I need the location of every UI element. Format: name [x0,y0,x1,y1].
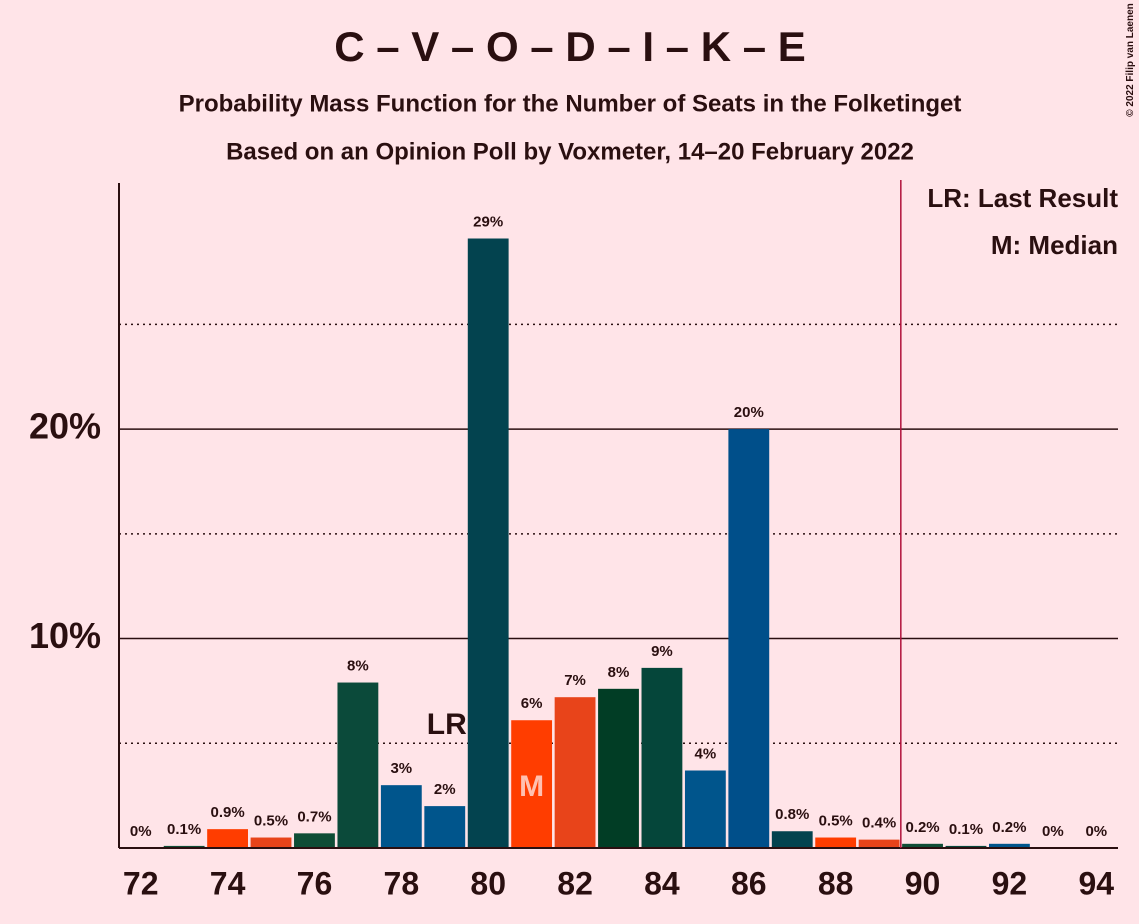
value-label: 4% [695,746,717,763]
bar [380,785,422,848]
legend-entry: LR: Last Result [927,183,1118,213]
value-label: 8% [347,658,369,675]
bar [424,806,466,848]
legend-entry: M: Median [991,230,1118,260]
x-tick-label: 88 [818,865,854,901]
value-label: 0.2% [905,819,939,836]
value-label: 7% [564,672,586,689]
value-label: 8% [608,664,630,681]
value-label: 20% [734,404,764,421]
chart-title: C – V – O – D – I – K – E [334,23,806,70]
x-tick-label: 78 [384,865,420,901]
x-tick-label: 90 [905,865,941,901]
x-tick-label: 92 [992,865,1028,901]
bar [207,829,249,848]
value-label: 0.4% [862,815,896,832]
y-tick-label: 20% [29,406,101,447]
bar [554,697,596,848]
value-label: 0.5% [254,813,288,830]
bar [728,429,770,848]
x-tick-label: 82 [557,865,593,901]
bar [902,843,943,848]
bar [684,770,726,848]
bar [250,837,292,848]
value-label: 29% [473,214,503,231]
annotation: M [519,770,544,803]
bar [337,682,379,848]
value-label: 9% [651,643,673,660]
value-label: 0.9% [210,804,244,821]
bar [641,667,683,848]
x-tick-label: 74 [210,865,246,901]
value-label: 0% [130,823,152,840]
value-label: 0.1% [949,821,983,838]
value-label: 0.8% [775,806,809,823]
value-label: 0.7% [297,808,331,825]
bar [467,238,509,849]
y-tick-label: 10% [29,615,101,656]
value-label: 0.1% [167,821,201,838]
bar [945,845,987,848]
bar [771,831,813,848]
value-label: 0% [1042,823,1064,840]
x-tick-label: 76 [297,865,333,901]
annotation: LR [427,708,467,741]
x-tick-label: 80 [470,865,506,901]
chart-subtitle: Based on an Opinion Poll by Voxmeter, 14… [226,138,914,165]
bar [598,688,639,848]
bar [988,843,1030,848]
bar [858,839,900,848]
value-label: 0.2% [992,819,1026,836]
value-label: 0.5% [819,813,853,830]
value-label: 3% [390,760,412,777]
chart-subtitle: Probability Mass Function for the Number… [179,90,962,117]
value-label: 2% [434,781,456,798]
x-tick-label: 86 [731,865,767,901]
value-label: 6% [521,695,543,712]
x-tick-label: 84 [644,865,680,901]
copyright: © 2022 Filip van Laenen [1125,3,1136,117]
bar [163,845,205,848]
x-tick-label: 72 [123,865,159,901]
value-label: 0% [1085,823,1107,840]
x-tick-label: 94 [1078,865,1114,901]
bar [511,720,553,848]
bar [815,837,857,848]
bar [294,833,335,848]
